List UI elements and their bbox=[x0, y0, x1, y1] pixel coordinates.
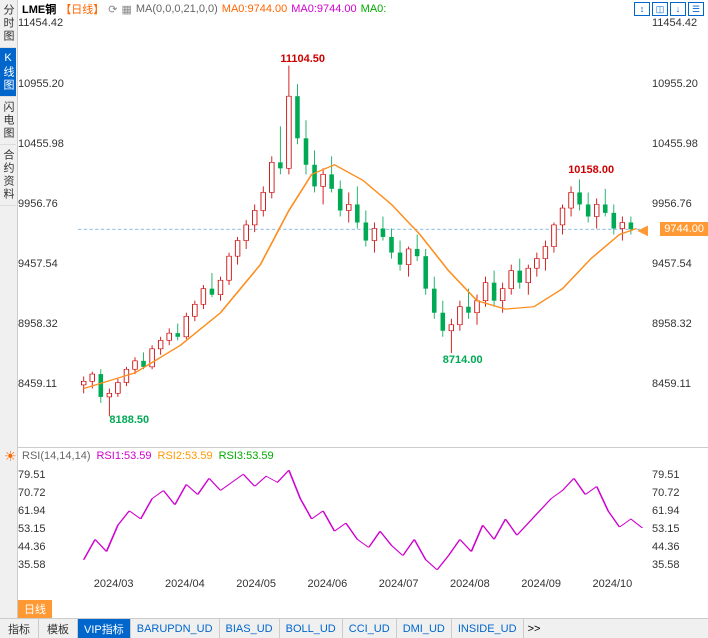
x-tick: 2024/03 bbox=[78, 578, 149, 596]
rsi-y-tick: 44.36 bbox=[18, 541, 46, 553]
tab-prefix-0[interactable]: 指标 bbox=[0, 619, 39, 638]
ma2-value: MA0: bbox=[361, 3, 387, 15]
rsi-y-tick: 79.51 bbox=[18, 469, 46, 481]
instrument-title: LME铜 bbox=[22, 1, 56, 17]
rsi-y-tick: 61.94 bbox=[652, 505, 680, 517]
pattern-icon: ▦ bbox=[121, 3, 131, 16]
y-tick: 10955.20 bbox=[652, 78, 698, 90]
rsi2-value: RSI2:53.59 bbox=[158, 450, 213, 462]
y-tick: 10455.98 bbox=[18, 138, 64, 150]
indicator-tabs: 指标模板VIP指标BARUPDN_UDBIAS_UDBOLL_UDCCI_UDD… bbox=[0, 618, 708, 638]
price-annotation: 10158.00 bbox=[568, 164, 614, 176]
y-tick: 10955.20 bbox=[18, 78, 64, 90]
top-icon-0[interactable]: ↕ bbox=[634, 2, 650, 16]
ma-params: MA(0,0,0,21,0,0) bbox=[136, 3, 218, 15]
y-tick: 9457.54 bbox=[18, 258, 58, 270]
tab-scroll-icon[interactable]: >> bbox=[524, 623, 545, 635]
y-tick: 8958.32 bbox=[652, 318, 692, 330]
y-tick: 8958.32 bbox=[18, 318, 58, 330]
x-tick: 2024/08 bbox=[434, 578, 505, 596]
price-annotation: 11104.50 bbox=[280, 53, 325, 65]
rsi-y-tick: 44.36 bbox=[652, 541, 680, 553]
x-tick: 2024/04 bbox=[149, 578, 220, 596]
indicator-tab-4[interactable]: CCI_UD bbox=[343, 619, 397, 638]
sidebar-item-3[interactable]: 合约资料 bbox=[0, 145, 16, 206]
x-tick: 2024/05 bbox=[221, 578, 292, 596]
rsi-params: RSI(14,14,14) bbox=[22, 450, 90, 462]
x-tick: 2024/10 bbox=[577, 578, 648, 596]
y-tick: 11454.42 bbox=[18, 17, 63, 29]
period-tag[interactable]: 日线 bbox=[18, 600, 52, 618]
rsi-y-tick: 53.15 bbox=[18, 523, 46, 535]
indicator-tab-0[interactable]: VIP指标 bbox=[78, 619, 131, 638]
y-tick: 8459.11 bbox=[18, 378, 57, 390]
top-icon-2[interactable]: ↓ bbox=[670, 2, 686, 16]
ma1-value: MA0:9744.00 bbox=[291, 3, 356, 15]
period-label: 【日线】 bbox=[60, 1, 104, 17]
rsi-y-tick: 35.58 bbox=[652, 559, 680, 571]
top-icon-3[interactable]: ☰ bbox=[688, 2, 704, 16]
indicator-tab-5[interactable]: DMI_UD bbox=[397, 619, 452, 638]
rsi-y-tick: 70.72 bbox=[18, 487, 46, 499]
x-tick: 2024/06 bbox=[292, 578, 363, 596]
rsi-chart-area[interactable]: ☀ RSI(14,14,14) RSI1:53.59 RSI2:53.59 RS… bbox=[18, 448, 708, 596]
y-tick: 11454.42 bbox=[652, 17, 697, 29]
indicator-tab-6[interactable]: INSIDE_UD bbox=[452, 619, 524, 638]
last-price-tag: 9744.00 bbox=[660, 222, 708, 236]
rsi-y-tick: 35.58 bbox=[18, 559, 46, 571]
rsi-y-tick: 61.94 bbox=[18, 505, 46, 517]
y-tick: 10455.98 bbox=[652, 138, 698, 150]
sidebar-item-1[interactable]: K线图 bbox=[0, 48, 16, 97]
y-tick: 9956.76 bbox=[18, 198, 58, 210]
price-annotation: 8714.00 bbox=[443, 354, 483, 366]
rsi-y-tick: 53.15 bbox=[652, 523, 680, 535]
y-tick: 9956.76 bbox=[652, 198, 692, 210]
x-tick: 2024/09 bbox=[506, 578, 577, 596]
rsi-y-tick: 79.51 bbox=[652, 469, 680, 481]
sidebar-item-0[interactable]: 分时图 bbox=[0, 0, 16, 48]
ma0-value: MA0:9744.00 bbox=[222, 3, 287, 15]
y-tick: 8459.11 bbox=[652, 378, 691, 390]
indicator-tab-3[interactable]: BOLL_UD bbox=[280, 619, 343, 638]
price-arrow-icon: ◀ bbox=[637, 221, 648, 238]
top-icon-1[interactable]: ◫ bbox=[652, 2, 668, 16]
x-tick: 2024/07 bbox=[363, 578, 434, 596]
chart-header: LME铜 【日线】 ⟳ ▦ MA(0,0,0,21,0,0) MA0:9744.… bbox=[18, 0, 708, 18]
price-annotation: 8188.50 bbox=[109, 414, 149, 426]
price-chart-area[interactable]: 11454.42 10955.20 10455.98 9956.76 9457.54 89… bbox=[18, 18, 708, 448]
rsi-y-tick: 70.72 bbox=[652, 487, 680, 499]
rsi1-value: RSI1:53.59 bbox=[96, 450, 151, 462]
indicator-tab-1[interactable]: BARUPDN_UD bbox=[131, 619, 220, 638]
y-tick: 9457.54 bbox=[652, 258, 692, 270]
rsi3-value: RSI3:53.59 bbox=[219, 450, 274, 462]
refresh-icon[interactable]: ⟳ bbox=[108, 3, 117, 16]
indicator-tab-2[interactable]: BIAS_UD bbox=[220, 619, 280, 638]
sun-icon: ☀ bbox=[4, 448, 17, 465]
sidebar-item-2[interactable]: 闪电图 bbox=[0, 97, 16, 145]
tab-prefix-1[interactable]: 模板 bbox=[39, 619, 78, 638]
